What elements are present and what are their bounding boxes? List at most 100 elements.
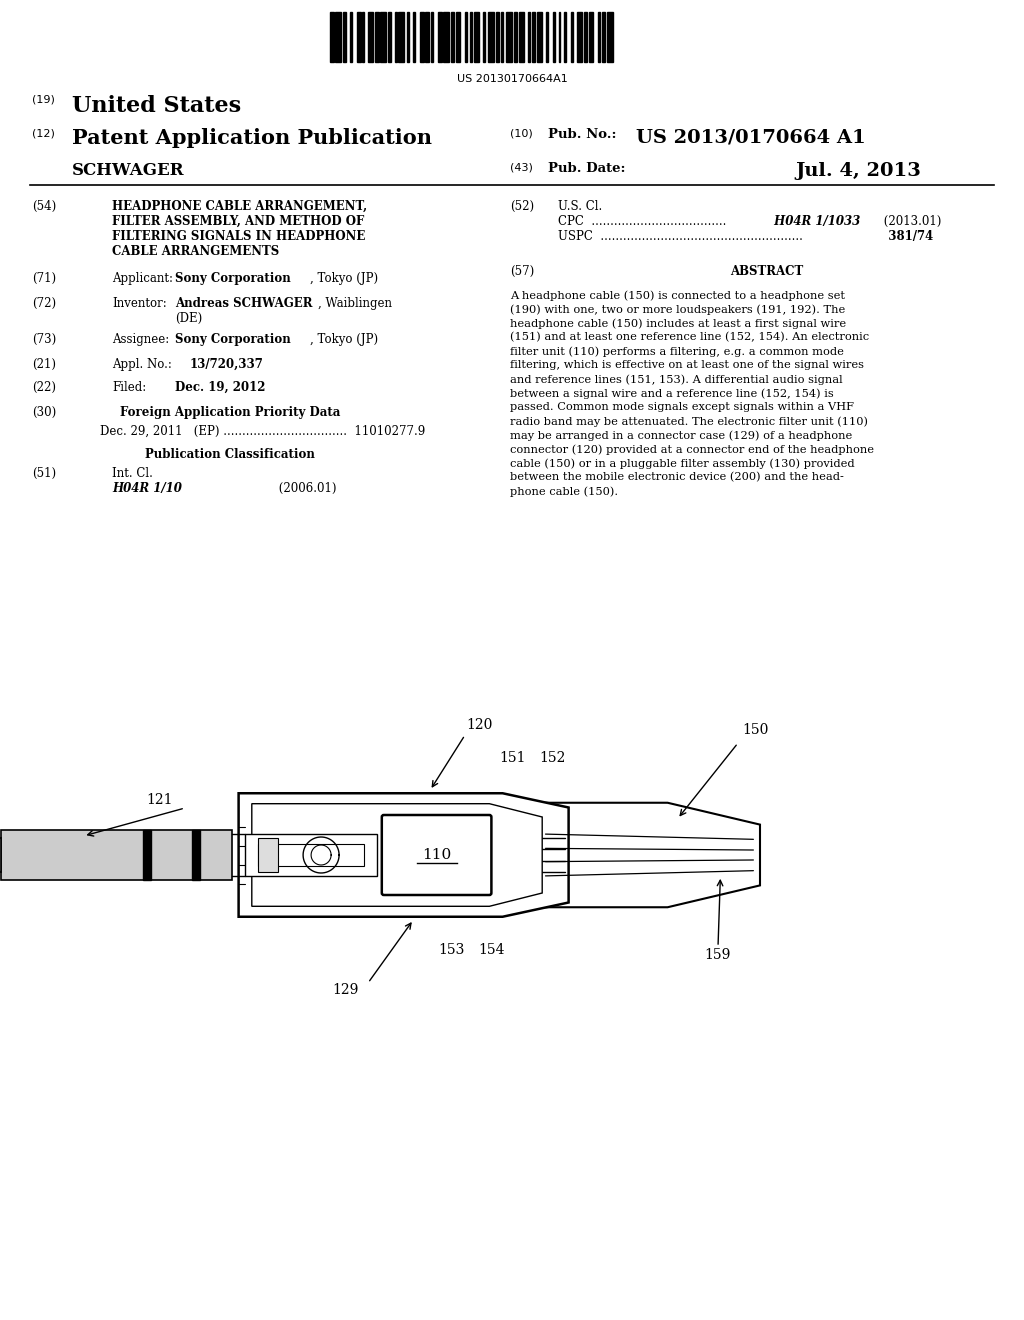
- Text: (2006.01): (2006.01): [245, 482, 337, 495]
- Text: (72): (72): [32, 297, 56, 310]
- Text: (10): (10): [510, 128, 532, 139]
- Text: Pub. Date:: Pub. Date:: [548, 162, 626, 176]
- Bar: [607, 12, 612, 62]
- Bar: [470, 12, 472, 62]
- Text: 381/74: 381/74: [880, 230, 933, 243]
- Polygon shape: [258, 838, 279, 873]
- Text: US 20130170664A1: US 20130170664A1: [457, 74, 567, 84]
- Bar: [375, 12, 379, 62]
- Bar: [368, 12, 373, 62]
- Bar: [456, 12, 460, 62]
- Bar: [514, 12, 517, 62]
- Text: 13/720,337: 13/720,337: [190, 358, 264, 371]
- Bar: [420, 12, 424, 62]
- Text: (190) with one, two or more loudspeakers (191, 192). The: (190) with one, two or more loudspeakers…: [510, 304, 845, 314]
- Text: Inventor:: Inventor:: [112, 297, 167, 310]
- Bar: [357, 12, 360, 62]
- Bar: [438, 12, 441, 62]
- Bar: [395, 12, 396, 62]
- Text: between a signal wire and a reference line (152, 154) is: between a signal wire and a reference li…: [510, 388, 834, 399]
- Text: and reference lines (151, 153). A differential audio signal: and reference lines (151, 153). A differ…: [510, 374, 843, 384]
- Bar: [143, 830, 151, 879]
- Bar: [193, 830, 201, 879]
- Text: (52): (52): [510, 201, 535, 213]
- Text: (12): (12): [32, 128, 55, 139]
- Bar: [519, 12, 524, 62]
- Bar: [474, 12, 479, 62]
- Text: Applicant:: Applicant:: [112, 272, 173, 285]
- Text: (2013.01): (2013.01): [880, 215, 941, 228]
- Text: USPC  ......................................................: USPC ...................................…: [558, 230, 803, 243]
- Text: FILTERING SIGNALS IN HEADPHONE: FILTERING SIGNALS IN HEADPHONE: [112, 230, 366, 243]
- Text: CABLE ARRANGEMENTS: CABLE ARRANGEMENTS: [112, 246, 280, 257]
- Text: filter unit (110) performs a filtering, e.g. a common mode: filter unit (110) performs a filtering, …: [510, 346, 844, 356]
- Bar: [362, 12, 365, 62]
- Text: 129: 129: [332, 983, 358, 997]
- Bar: [577, 12, 582, 62]
- Text: Assignee:: Assignee:: [112, 333, 169, 346]
- Text: 152: 152: [540, 751, 565, 766]
- Text: FILTER ASSEMBLY, AND METHOD OF: FILTER ASSEMBLY, AND METHOD OF: [112, 215, 365, 228]
- Bar: [546, 12, 548, 62]
- Text: 110: 110: [422, 847, 452, 862]
- Text: phone cable (150).: phone cable (150).: [510, 486, 618, 496]
- Text: passed. Common mode signals except signals within a VHF: passed. Common mode signals except signa…: [510, 403, 854, 412]
- Text: Foreign Application Priority Data: Foreign Application Priority Data: [120, 407, 340, 418]
- Text: 121: 121: [146, 793, 173, 807]
- Bar: [531, 12, 536, 62]
- Polygon shape: [258, 843, 364, 866]
- Text: (54): (54): [32, 201, 56, 213]
- Text: HEADPHONE CABLE ARRANGEMENT,: HEADPHONE CABLE ARRANGEMENT,: [112, 201, 368, 213]
- Text: (57): (57): [510, 265, 535, 279]
- Text: (22): (22): [32, 381, 56, 393]
- Bar: [443, 12, 449, 62]
- Bar: [501, 12, 503, 62]
- Text: Dec. 19, 2012: Dec. 19, 2012: [175, 381, 265, 393]
- Polygon shape: [503, 803, 760, 907]
- Text: Dec. 29, 2011   (EP) .................................  11010277.9: Dec. 29, 2011 (EP) .....................…: [100, 425, 425, 438]
- Polygon shape: [252, 804, 542, 907]
- Text: , Tokyo (JP): , Tokyo (JP): [310, 272, 378, 285]
- Bar: [451, 12, 455, 62]
- Text: 159: 159: [705, 948, 731, 962]
- Polygon shape: [245, 834, 377, 876]
- Text: 150: 150: [741, 723, 768, 737]
- Text: cable (150) or in a pluggable filter assembly (130) provided: cable (150) or in a pluggable filter ass…: [510, 458, 855, 469]
- Text: H04R 1/10: H04R 1/10: [112, 482, 182, 495]
- Text: Patent Application Publication: Patent Application Publication: [72, 128, 432, 148]
- Bar: [488, 12, 494, 62]
- Bar: [465, 12, 467, 62]
- Bar: [602, 12, 605, 62]
- Text: United States: United States: [72, 95, 241, 117]
- Bar: [598, 12, 600, 62]
- Text: U.S. Cl.: U.S. Cl.: [558, 201, 602, 213]
- Text: CPC  ....................................: CPC ....................................: [558, 215, 726, 228]
- Text: (43): (43): [510, 162, 532, 172]
- Bar: [398, 12, 403, 62]
- Bar: [507, 12, 512, 62]
- Text: 151: 151: [499, 751, 525, 766]
- Text: (19): (19): [32, 95, 55, 106]
- Text: between the mobile electronic device (200) and the head-: between the mobile electronic device (20…: [510, 473, 844, 482]
- Text: radio band may be attenuated. The electronic filter unit (110): radio band may be attenuated. The electr…: [510, 416, 868, 426]
- Text: headphone cable (150) includes at least a first signal wire: headphone cable (150) includes at least …: [510, 318, 846, 329]
- Bar: [425, 12, 429, 62]
- Polygon shape: [239, 793, 568, 917]
- Text: Sony Corporation: Sony Corporation: [175, 272, 291, 285]
- Bar: [1, 830, 232, 879]
- Text: connector (120) provided at a connector end of the headphone: connector (120) provided at a connector …: [510, 444, 874, 454]
- Bar: [496, 12, 500, 62]
- Bar: [559, 12, 560, 62]
- Bar: [350, 12, 351, 62]
- Text: , Tokyo (JP): , Tokyo (JP): [310, 333, 378, 346]
- Text: filtering, which is effective on at least one of the signal wires: filtering, which is effective on at leas…: [510, 360, 864, 370]
- Text: 120: 120: [467, 718, 494, 733]
- Text: (71): (71): [32, 272, 56, 285]
- Text: US 2013/0170664 A1: US 2013/0170664 A1: [636, 128, 865, 147]
- Text: H04R 1/1033: H04R 1/1033: [770, 215, 860, 228]
- Bar: [528, 12, 529, 62]
- Bar: [553, 12, 555, 62]
- Text: (151) and at least one reference line (152, 154). An electronic: (151) and at least one reference line (1…: [510, 333, 869, 342]
- Text: , Waiblingen: , Waiblingen: [318, 297, 392, 310]
- Bar: [431, 12, 432, 62]
